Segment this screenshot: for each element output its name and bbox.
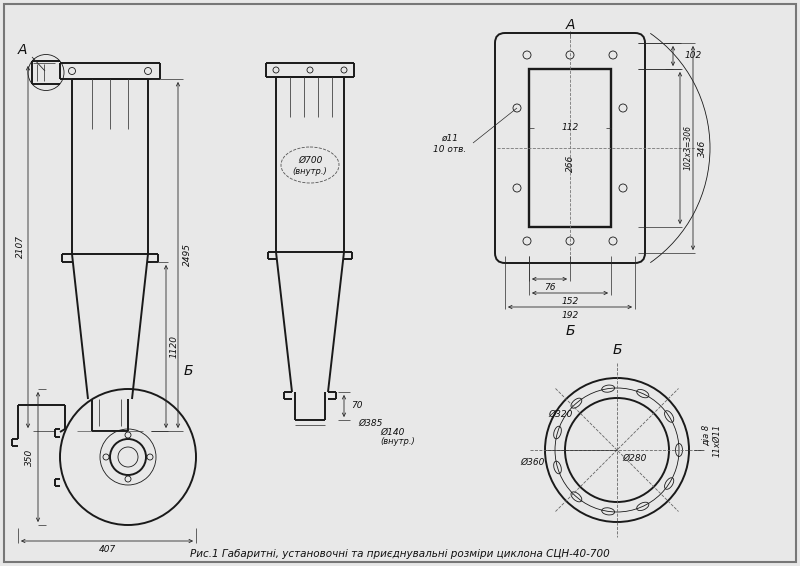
Text: А: А: [18, 43, 26, 57]
Text: 346: 346: [698, 139, 706, 157]
Text: Б: Б: [612, 343, 622, 357]
Text: Б: Б: [183, 364, 193, 378]
Text: Ø700: Ø700: [298, 156, 322, 165]
Text: Б: Б: [566, 324, 574, 338]
Text: 152: 152: [562, 297, 578, 306]
Text: (внутр.): (внутр.): [293, 166, 327, 175]
Text: 266: 266: [566, 155, 574, 171]
Text: 10 отв.: 10 отв.: [434, 144, 466, 153]
Bar: [529, 69, 611, 227]
Text: Рис.1 Габаритні, установочні та приєднувальні розміри циклона СЦН-40-700: Рис.1 Габаритні, установочні та приєднув…: [190, 549, 610, 559]
Text: діа 8: діа 8: [702, 424, 710, 445]
Text: 2107: 2107: [15, 235, 25, 259]
Text: Ø360: Ø360: [521, 457, 545, 466]
Text: 102: 102: [685, 52, 702, 61]
Text: А: А: [566, 18, 574, 32]
Text: 1120: 1120: [170, 335, 178, 358]
Text: 192: 192: [562, 311, 578, 319]
Text: ø11: ø11: [442, 134, 458, 143]
Text: 112: 112: [562, 123, 578, 132]
Text: 70: 70: [351, 401, 362, 410]
Text: 11хØ11: 11хØ11: [713, 423, 722, 457]
Text: Ø385: Ø385: [358, 418, 382, 427]
Text: Ø140: Ø140: [380, 427, 404, 436]
Text: 350: 350: [25, 448, 34, 466]
Text: 76: 76: [544, 282, 555, 291]
Text: 407: 407: [98, 546, 116, 555]
Text: (внутр.): (внутр.): [380, 436, 414, 445]
Text: Ø280: Ø280: [623, 453, 647, 462]
Text: 102х3=306: 102х3=306: [683, 126, 693, 170]
Text: 2495: 2495: [182, 243, 191, 267]
Text: Ø320: Ø320: [548, 409, 572, 418]
